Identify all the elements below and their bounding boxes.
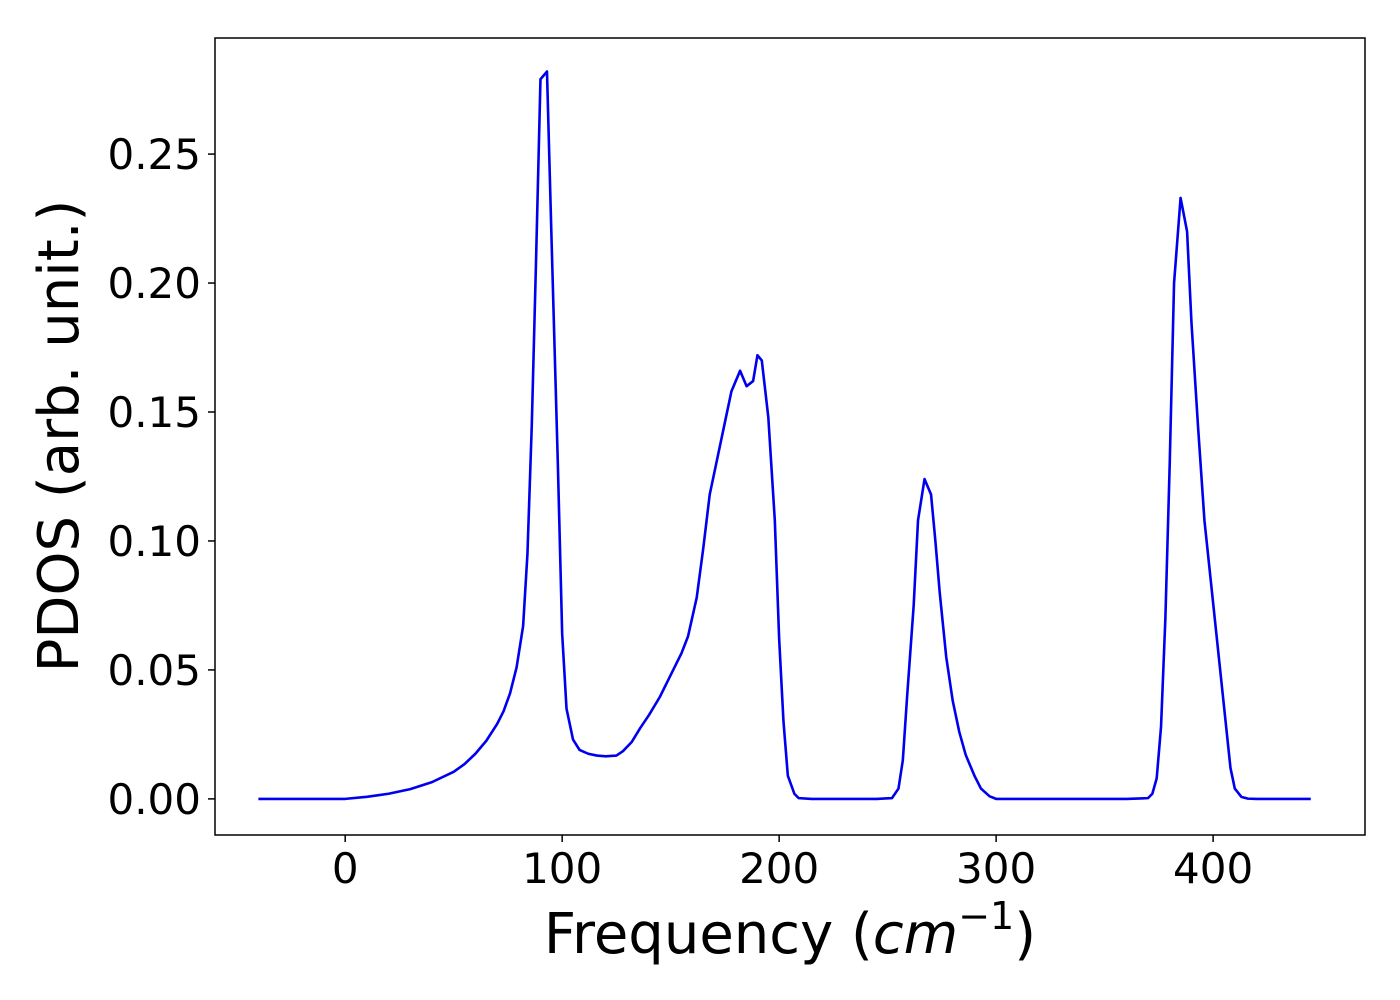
y-axis: 0.00 0.05 0.10 0.15 0.20 0.25 bbox=[107, 130, 215, 824]
y-tick-label: 0.20 bbox=[107, 259, 201, 308]
x-axis-label-unit: cm bbox=[873, 902, 958, 967]
y-tick-label: 0.25 bbox=[107, 130, 201, 179]
x-axis: 0 100 200 300 400 bbox=[332, 835, 1253, 893]
x-tick-label: 100 bbox=[522, 844, 602, 893]
x-tick-label: 400 bbox=[1173, 844, 1253, 893]
x-axis-label-prefix: Frequency ( bbox=[544, 902, 873, 967]
y-tick-label: 0.10 bbox=[107, 517, 201, 566]
y-axis-label: PDOS (arb. unit.) bbox=[27, 200, 92, 673]
y-tick-label: 0.05 bbox=[107, 646, 201, 695]
x-tick-label: 200 bbox=[739, 844, 819, 893]
x-axis-label-exponent: −1 bbox=[958, 894, 1014, 938]
y-tick-label: 0.15 bbox=[107, 388, 201, 437]
y-tick-label: 0.00 bbox=[107, 775, 201, 824]
x-tick-label: 300 bbox=[956, 844, 1036, 893]
series-line-0 bbox=[258, 70, 1311, 801]
x-tick-label: 0 bbox=[332, 844, 359, 893]
x-axis-label-suffix: ) bbox=[1014, 902, 1036, 967]
plot-frame bbox=[214, 37, 1366, 836]
plot-area bbox=[258, 70, 1311, 801]
x-axis-label: Frequency (cm−1) bbox=[544, 894, 1036, 967]
